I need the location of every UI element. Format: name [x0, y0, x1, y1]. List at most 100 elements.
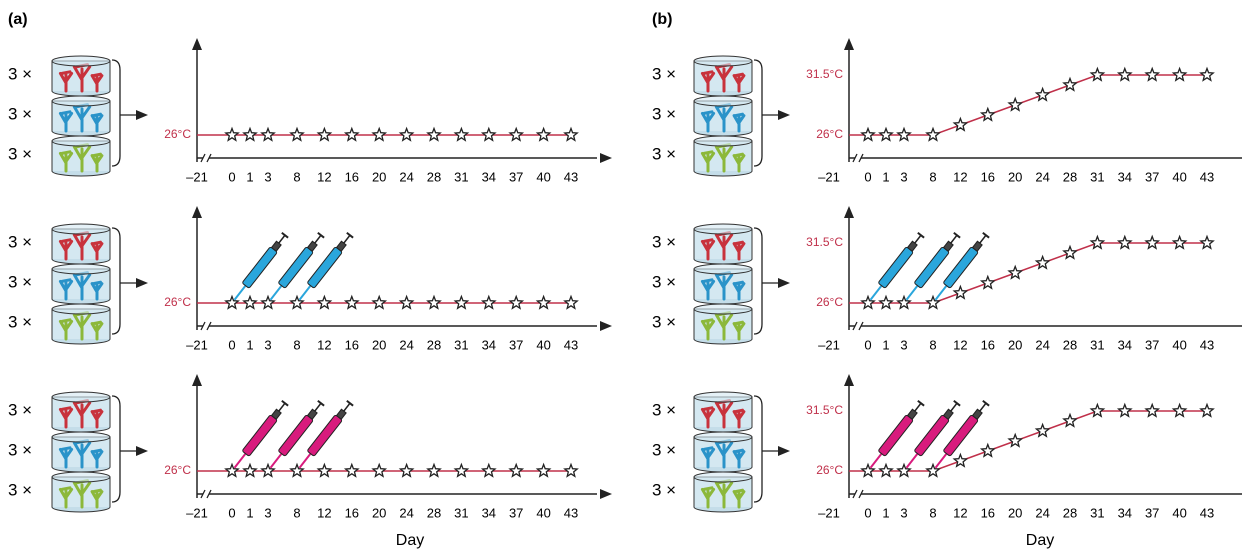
star: [242, 126, 258, 142]
star: [316, 294, 333, 310]
day-tick-label: 28: [427, 337, 441, 352]
tank-top: [693, 303, 753, 315]
star: [860, 126, 876, 142]
coral-tank: [51, 135, 111, 177]
day-tick-label: 20: [372, 505, 386, 520]
star: [453, 294, 470, 310]
day-tick-label: 20: [1008, 505, 1022, 520]
day-tick-label: 0: [228, 505, 235, 520]
day-tick-label: 3: [264, 337, 271, 352]
day-tick-label: 31: [1090, 505, 1104, 520]
star: [480, 462, 497, 478]
coral-tank: [693, 391, 753, 433]
pipette-button: [346, 231, 354, 239]
pipette-tip: [298, 453, 312, 469]
day-tick-label: 34: [1118, 505, 1132, 520]
coral: [732, 448, 746, 469]
pipette-button: [317, 399, 325, 407]
star: [1116, 66, 1133, 82]
star: [260, 462, 276, 478]
x-axis-label: Day: [1026, 532, 1054, 549]
coral: [714, 103, 734, 133]
day-tick-label: –21: [818, 337, 840, 352]
axis-break: [852, 321, 864, 331]
day-tick-label: –21: [818, 505, 840, 520]
day-tick-label: 34: [482, 337, 496, 352]
pipette: [269, 231, 325, 301]
day-tick-label: 24: [1035, 169, 1049, 184]
day-tick-label: 12: [317, 505, 331, 520]
pipette-button: [281, 399, 289, 407]
coral: [58, 446, 74, 469]
star: [925, 126, 941, 142]
arrow-head: [844, 206, 854, 218]
pipette-button: [317, 231, 325, 239]
arrow-head: [136, 446, 148, 456]
arrow-head: [136, 278, 148, 288]
replicate-label: 3 ×: [652, 104, 676, 123]
star: [860, 462, 876, 478]
coral: [732, 280, 746, 301]
coral-tank: [51, 471, 111, 513]
day-tick-label: 34: [482, 169, 496, 184]
coral: [700, 486, 716, 509]
star: [563, 462, 579, 478]
day-tick-label: 40: [536, 505, 550, 520]
star: [316, 126, 333, 142]
star: [1034, 422, 1051, 438]
pipette: [298, 399, 354, 469]
tank-top: [693, 223, 753, 235]
tank-top: [51, 223, 111, 235]
coral-tank: [693, 223, 753, 265]
day-tick-label: 31: [454, 505, 468, 520]
tank-top: [693, 431, 753, 443]
day-tick-label: 40: [1172, 337, 1186, 352]
star: [563, 126, 579, 142]
day-tick-label: 0: [228, 337, 235, 352]
star: [535, 294, 552, 310]
day-tick-label: 31: [454, 169, 468, 184]
star: [1199, 234, 1215, 250]
brace: [111, 395, 121, 503]
star: [1007, 264, 1024, 280]
arrow-head: [192, 38, 202, 50]
coral-tank: [51, 95, 111, 137]
coral: [90, 488, 104, 509]
temperature-label: 31.5°C: [806, 67, 843, 81]
star: [1171, 402, 1188, 418]
replicate-label: 3 ×: [8, 64, 32, 83]
temperature-label: 26°C: [164, 463, 191, 477]
replicate-label: 3 ×: [652, 440, 676, 459]
coral: [714, 479, 734, 509]
temperature-label: 26°C: [816, 127, 843, 141]
star: [952, 116, 969, 132]
pipette-body: [242, 414, 278, 457]
day-tick-label: –21: [186, 337, 208, 352]
day-tick-label: 40: [1172, 169, 1186, 184]
star: [878, 462, 894, 478]
pipette: [905, 399, 961, 469]
pipette-plunger: [979, 402, 987, 412]
pipette-tip: [869, 453, 883, 469]
coral: [90, 112, 104, 133]
star: [224, 126, 240, 142]
day-tick-label: 43: [564, 337, 578, 352]
pipette-body: [878, 414, 914, 457]
coral-tank: [693, 263, 753, 305]
day-tick-label: 24: [1035, 505, 1049, 520]
coral: [58, 238, 74, 261]
star: [563, 294, 579, 310]
pipette: [233, 399, 289, 469]
day-tick-label: 37: [1145, 505, 1159, 520]
brace: [753, 395, 763, 503]
day-tick-label: 43: [1200, 169, 1214, 184]
star: [343, 126, 360, 142]
star: [1089, 402, 1106, 418]
day-tick-label: 24: [399, 505, 413, 520]
star: [925, 462, 941, 478]
replicate-label: 3 ×: [8, 400, 32, 419]
star: [1062, 76, 1078, 92]
pipette: [869, 399, 925, 469]
pipette-tip: [905, 453, 919, 469]
tank-top: [693, 391, 753, 403]
